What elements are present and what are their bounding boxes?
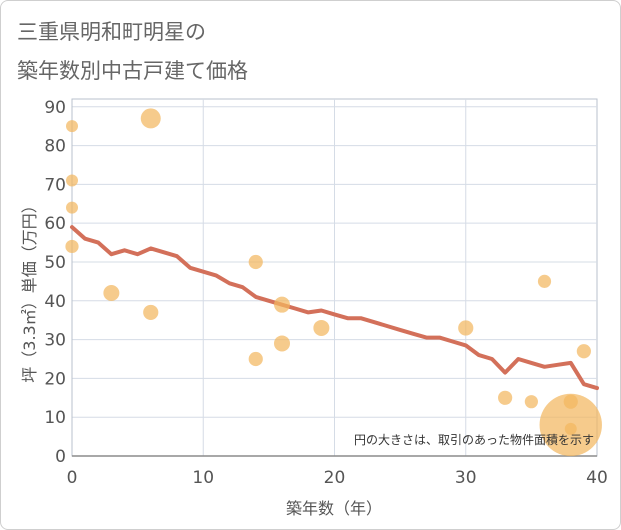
chart-title-line-1: 三重県明和町明星の <box>17 20 206 44</box>
y-tick-label: 60 <box>44 214 66 234</box>
chart-title-line-2: 築年数別中古戸建て価格 <box>17 59 248 83</box>
transaction-bubble <box>66 120 78 133</box>
transaction-bubble <box>313 319 330 336</box>
transaction-bubble <box>274 335 290 352</box>
x-tick-label: 10 <box>192 468 214 488</box>
bubble-size-note: 円の大きさは、取引のあった物件面積を示す <box>354 432 594 447</box>
transaction-bubble <box>563 394 578 409</box>
y-axis-title: 坪（3.3㎡）単価（万円） <box>20 197 39 382</box>
transaction-bubble <box>65 239 79 254</box>
y-tick-label: 80 <box>44 137 66 157</box>
transaction-bubble <box>274 296 290 313</box>
transaction-bubble <box>248 351 263 367</box>
x-tick-label: 40 <box>586 468 608 488</box>
transaction-bubble <box>103 285 120 302</box>
y-tick-label: 20 <box>44 369 66 389</box>
x-axis-title: 築年数（年） <box>286 499 382 518</box>
transaction-bubble <box>140 108 161 129</box>
y-tick-label: 30 <box>44 331 66 351</box>
transaction-bubble <box>576 344 591 359</box>
average-price-line <box>70 225 599 391</box>
y-tick-label: 90 <box>44 98 66 118</box>
y-tick-label: 70 <box>44 175 66 195</box>
y-tick-label: 10 <box>44 408 66 428</box>
transaction-bubble <box>66 174 78 187</box>
transaction-bubble <box>537 274 552 288</box>
transaction-bubble <box>564 422 577 435</box>
transaction-bubble <box>248 254 263 270</box>
transaction-bubble <box>143 304 159 321</box>
y-tick-label: 0 <box>55 447 66 467</box>
transaction-bubble <box>498 390 513 405</box>
trend-line-layer <box>70 225 599 391</box>
y-tick-label: 50 <box>44 253 66 273</box>
chart-title: 三重県明和町明星の 築年数別中古戸建て価格 <box>17 20 248 83</box>
x-tick-label: 0 <box>67 468 78 488</box>
scatter-points <box>65 108 602 457</box>
axis-ticks: 0 10 20 30 40 50 60 70 80 90 0 10 20 30 40 <box>44 98 607 488</box>
grid <box>71 98 598 457</box>
x-tick-label: 20 <box>324 468 346 488</box>
y-tick-label: 40 <box>44 292 66 312</box>
transaction-bubble <box>524 395 538 409</box>
transaction-bubble <box>66 201 78 214</box>
transaction-bubble <box>458 320 474 336</box>
x-tick-label: 30 <box>455 468 477 488</box>
